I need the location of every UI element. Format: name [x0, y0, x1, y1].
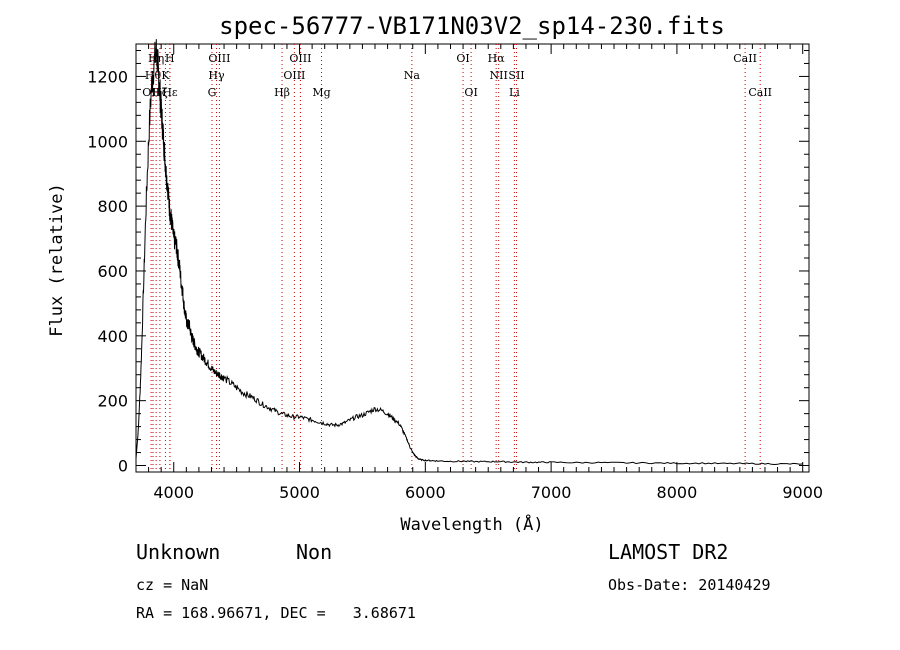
- marker-label: Hβ: [274, 86, 290, 99]
- marker-label: H: [165, 52, 175, 65]
- marker-label: OIII: [289, 52, 311, 65]
- y-tick-label: 1000: [87, 132, 128, 151]
- plot-frame: [135, 43, 810, 473]
- spectrum-line: [135, 39, 803, 466]
- marker-label: OI: [464, 86, 477, 99]
- y-tick-label: 1200: [87, 67, 128, 86]
- y-tick-label: 600: [97, 262, 128, 281]
- x-tick-label: 4000: [153, 483, 194, 502]
- marker-label: OIII: [283, 69, 305, 82]
- marker-label: Na: [404, 69, 421, 82]
- marker-label: CaII: [748, 86, 772, 99]
- x-tick-label: 6000: [405, 483, 446, 502]
- marker-label: Hε: [162, 86, 178, 99]
- spectral-subclass: Non: [296, 540, 333, 564]
- y-axis-label: Flux (relative): [47, 183, 67, 337]
- marker-label: Hα: [488, 52, 506, 65]
- marker-label: Mg: [312, 86, 330, 99]
- marker-label: CaII: [733, 52, 757, 65]
- marker-label: Hη: [148, 52, 164, 65]
- marker-label: OI: [456, 52, 469, 65]
- y-tick-label: 0: [118, 457, 128, 476]
- marker-label: SII: [508, 69, 524, 82]
- marker-label: G: [208, 86, 217, 99]
- marker-label: K: [161, 69, 170, 82]
- spectral-class: Unknown: [136, 540, 221, 564]
- redshift-cz: cz = NaN: [136, 576, 209, 594]
- x-tick-label: 8000: [657, 483, 698, 502]
- y-tick-label: 400: [97, 327, 128, 346]
- marker-label: Hγ: [208, 69, 225, 82]
- survey-name: LAMOST DR2: [608, 540, 729, 564]
- marker-label: NII: [490, 69, 508, 82]
- x-axis-label: Wavelength (Å): [400, 513, 543, 535]
- axis-ticks: 4000 5000 6000 7000 8000 9000 0 200 400 600 800 100…: [87, 44, 823, 502]
- y-tick-label: 800: [97, 197, 128, 216]
- x-tick-label: 5000: [279, 483, 320, 502]
- chart-title: spec-56777-VB171N03V2_sp14-230.fits: [219, 12, 725, 40]
- x-tick-label: 9000: [782, 483, 823, 502]
- y-tick-label: 200: [97, 392, 128, 411]
- x-tick-label: 7000: [531, 483, 572, 502]
- observation-date: Obs-Date: 20140429: [608, 576, 771, 594]
- marker-label: Li: [509, 86, 520, 99]
- marker-label: OIII: [208, 52, 230, 65]
- coordinates: RA = 168.96671, DEC = 3.68671: [136, 604, 416, 622]
